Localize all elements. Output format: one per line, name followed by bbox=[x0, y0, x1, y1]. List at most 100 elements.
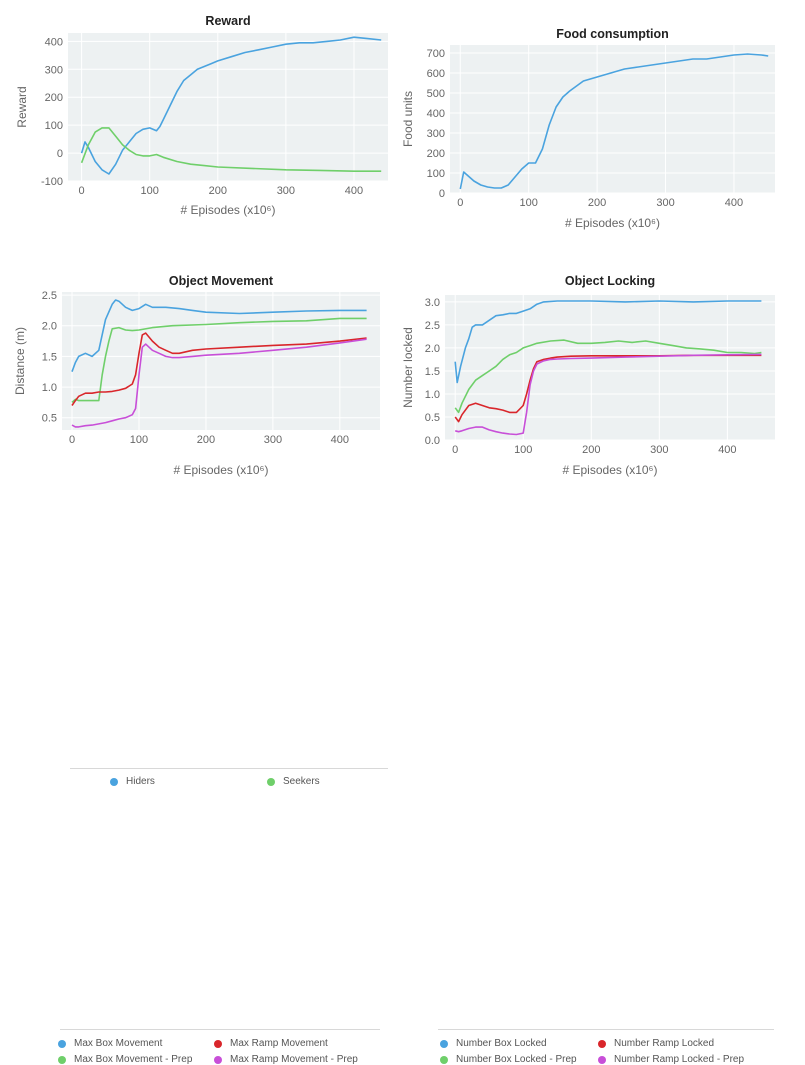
x-tick-label: 0 bbox=[457, 197, 463, 209]
legend-label: Max Ramp Movement - Prep bbox=[230, 1054, 358, 1065]
y-tick-label: 2.5 bbox=[42, 290, 57, 302]
legend-dot bbox=[214, 1055, 222, 1064]
x-axis-label: # Episodes (x10⁶) bbox=[563, 463, 658, 477]
chart-panel-1: 0 100 200 300 400 -100 0 100 200 300 400 Reward # Ep… bbox=[15, 14, 388, 217]
legend-item-hiders[interactable]: Hiders bbox=[110, 776, 155, 787]
chart-title: Food consumption bbox=[556, 27, 668, 41]
plot-background bbox=[445, 295, 775, 440]
legend-label: Number Ramp Locked bbox=[614, 1038, 715, 1049]
y-tick-label: 500 bbox=[427, 88, 445, 100]
series-line-max-box-movement-prep bbox=[71, 317, 367, 403]
chart-title: Reward bbox=[205, 14, 250, 28]
x-tick-label: 200 bbox=[197, 434, 215, 446]
charts-svg: 0 100 200 300 400 -100 0 100 200 300 400 Reward # Ep… bbox=[13, 14, 775, 477]
series-line-food-consumption bbox=[459, 53, 769, 190]
legend-label: Max Box Movement bbox=[74, 1038, 163, 1049]
legend-label: Max Ramp Movement bbox=[230, 1038, 328, 1049]
y-tick-label: 1.5 bbox=[42, 351, 57, 363]
legend-item-number-ramp-locked[interactable]: Number Ramp Locked bbox=[598, 1038, 714, 1049]
series-line-number-box-locked-prep bbox=[454, 339, 762, 414]
legend-item-max-ramp-movement[interactable]: Max Ramp Movement bbox=[214, 1038, 328, 1049]
x-tick-label: 300 bbox=[277, 185, 295, 197]
y-tick-label: 300 bbox=[427, 128, 445, 140]
legend-item-max-box-movement-prep[interactable]: Max Box Movement - Prep bbox=[58, 1054, 192, 1065]
y-tick-label: 1.5 bbox=[425, 366, 440, 378]
chart-panel-3: 0 100 200 300 400 0.5 1.0 1.5 2.0 2.5 Object Movem… bbox=[13, 274, 380, 477]
series-line-seekers bbox=[80, 127, 382, 172]
series-line-hiders bbox=[80, 36, 382, 175]
legend-dot bbox=[598, 1055, 606, 1064]
legend-item-seekers[interactable]: Seekers bbox=[267, 776, 320, 787]
legend-label-hiders: Hiders bbox=[126, 776, 155, 787]
series-line-max-ramp-movement bbox=[71, 332, 367, 406]
x-tick-label: 400 bbox=[331, 434, 349, 446]
chart-title: Object Movement bbox=[169, 274, 274, 288]
legend-dot bbox=[58, 1039, 66, 1048]
plot-background bbox=[450, 45, 775, 193]
legend-dot bbox=[214, 1039, 222, 1048]
x-tick-label: 200 bbox=[582, 444, 600, 456]
x-tick-label: 100 bbox=[514, 444, 532, 456]
y-axis-label: Number locked bbox=[401, 327, 415, 408]
legend-label: Number Ramp Locked - Prep bbox=[614, 1054, 745, 1065]
x-axis-label: # Episodes (x10⁶) bbox=[181, 203, 276, 217]
y-tick-label: 3.0 bbox=[425, 297, 440, 309]
legend-dot-seekers bbox=[267, 777, 275, 786]
legend-item-max-box-movement[interactable]: Max Box Movement bbox=[58, 1038, 162, 1049]
chart-panel-2: 0 100 200 300 400 0 100 200 300 400 500 600 700 Food … bbox=[401, 27, 775, 230]
y-tick-label: 700 bbox=[427, 48, 445, 60]
x-tick-label: 400 bbox=[718, 444, 736, 456]
legend-dot bbox=[58, 1055, 66, 1064]
legend-label: Number Box Locked - Prep bbox=[456, 1054, 577, 1065]
legend-separator bbox=[438, 1029, 774, 1030]
x-tick-label: 0 bbox=[69, 434, 75, 446]
legend-dot-hiders bbox=[110, 777, 118, 786]
y-tick-label: 0.5 bbox=[42, 413, 57, 425]
y-tick-label: 1.0 bbox=[42, 382, 57, 394]
x-tick-label: 0 bbox=[452, 444, 458, 456]
legend-item-number-box-locked-prep[interactable]: Number Box Locked - Prep bbox=[440, 1054, 577, 1065]
y-tick-label: 0.5 bbox=[425, 412, 440, 424]
y-tick-label: 400 bbox=[45, 36, 63, 48]
plot-background bbox=[62, 292, 380, 430]
legend-separator bbox=[70, 768, 388, 769]
y-tick-label: -100 bbox=[41, 176, 63, 188]
x-tick-label: 300 bbox=[656, 197, 674, 209]
x-axis-label: # Episodes (x10⁶) bbox=[565, 216, 660, 230]
legend-dot bbox=[598, 1039, 606, 1048]
x-tick-label: 100 bbox=[520, 197, 538, 209]
series-line-max-ramp-movement-prep bbox=[71, 338, 367, 428]
x-axis-label: # Episodes (x10⁶) bbox=[174, 463, 269, 477]
series-line-number-box-locked bbox=[454, 300, 762, 384]
y-axis-label: Distance (m) bbox=[13, 327, 27, 395]
legend-item-max-ramp-movement-prep[interactable]: Max Ramp Movement - Prep bbox=[214, 1054, 358, 1065]
legend-separator bbox=[60, 1029, 380, 1030]
series-line-number-ramp-locked bbox=[454, 354, 762, 423]
chart-title: Object Locking bbox=[565, 274, 655, 288]
y-axis-label: Reward bbox=[15, 86, 29, 127]
y-tick-label: 200 bbox=[45, 92, 63, 104]
x-tick-label: 200 bbox=[209, 185, 227, 197]
y-tick-label: 0 bbox=[57, 148, 63, 160]
legend-dot bbox=[440, 1055, 448, 1064]
y-tick-label: 100 bbox=[45, 120, 63, 132]
y-tick-label: 600 bbox=[427, 68, 445, 80]
y-tick-label: 300 bbox=[45, 64, 63, 76]
legend-label: Number Box Locked bbox=[456, 1038, 547, 1049]
y-tick-label: 0.0 bbox=[425, 435, 440, 447]
legend-label-seekers: Seekers bbox=[283, 776, 320, 787]
x-tick-label: 0 bbox=[79, 185, 85, 197]
legend-item-number-box-locked[interactable]: Number Box Locked bbox=[440, 1038, 547, 1049]
y-tick-label: 2.0 bbox=[425, 343, 440, 355]
y-tick-label: 1.0 bbox=[425, 389, 440, 401]
y-axis-label: Food units bbox=[401, 91, 415, 147]
legend-item-number-ramp-locked-prep[interactable]: Number Ramp Locked - Prep bbox=[598, 1054, 744, 1065]
x-tick-label: 400 bbox=[725, 197, 743, 209]
x-tick-label: 400 bbox=[345, 185, 363, 197]
x-tick-label: 100 bbox=[141, 185, 159, 197]
y-tick-label: 2.5 bbox=[425, 320, 440, 332]
legend-dot bbox=[440, 1039, 448, 1048]
legend-label: Max Box Movement - Prep bbox=[74, 1054, 193, 1065]
y-tick-label: 200 bbox=[427, 148, 445, 160]
x-tick-label: 300 bbox=[650, 444, 668, 456]
